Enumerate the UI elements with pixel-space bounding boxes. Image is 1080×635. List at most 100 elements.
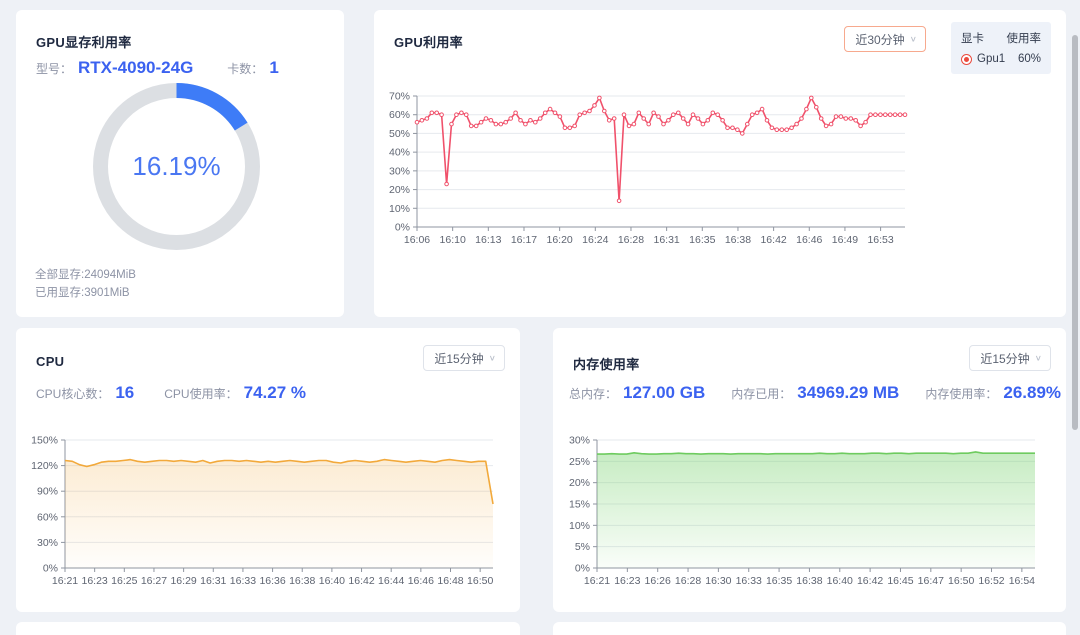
svg-text:30%: 30% xyxy=(569,435,590,447)
gpu-model-label: 型号： xyxy=(36,62,73,76)
memory-range-dropdown[interactable]: 近15分钟 ∨ xyxy=(969,345,1051,371)
legend-col-card: 显卡 xyxy=(961,33,984,45)
svg-text:10%: 10% xyxy=(569,520,590,532)
memory-used-label: 内存已用： xyxy=(731,387,792,401)
svg-text:16:33: 16:33 xyxy=(736,575,762,587)
memory-used-value: 34969.29 MB xyxy=(797,383,900,402)
svg-text:16:21: 16:21 xyxy=(52,575,78,587)
vertical-scrollbar[interactable] xyxy=(1072,35,1078,430)
svg-text:16:42: 16:42 xyxy=(760,234,786,246)
svg-text:16:30: 16:30 xyxy=(705,575,731,587)
svg-text:16:50: 16:50 xyxy=(467,575,493,587)
panel-cpu: CPU 近15分钟 ∨ CPU核心数： 16 CPU使用率： 74.27 % 0… xyxy=(16,328,520,612)
svg-text:16:13: 16:13 xyxy=(475,234,501,246)
memory-area-chart: 0% 5% 10% 15% 20% 25% 30% 16:21 16:23 16:26 16:28 1… xyxy=(569,435,1035,588)
svg-text:70%: 70% xyxy=(389,91,410,103)
svg-text:20%: 20% xyxy=(569,477,590,489)
svg-text:16:49: 16:49 xyxy=(832,234,858,246)
svg-text:0%: 0% xyxy=(43,563,58,575)
svg-text:16:31: 16:31 xyxy=(653,234,679,246)
svg-text:90%: 90% xyxy=(37,486,58,498)
gpu-card-count-label: 卡数： xyxy=(227,62,264,76)
svg-text:60%: 60% xyxy=(389,109,410,121)
svg-text:16:38: 16:38 xyxy=(725,234,751,246)
gpu-total-memory: 全部显存:24094MiB xyxy=(35,269,136,281)
panel-partial-bottom-right xyxy=(553,622,1066,635)
cpu-range-value: 近15分钟 xyxy=(434,351,484,366)
svg-text:16:21: 16:21 xyxy=(584,575,610,587)
gpu-util-legend: 显卡 使用率 Gpu1 60% xyxy=(951,22,1051,74)
svg-text:16:46: 16:46 xyxy=(796,234,822,246)
gpu-used-memory: 已用显存:3901MiB xyxy=(35,287,130,299)
svg-text:16:06: 16:06 xyxy=(404,234,430,246)
chevron-down-icon: ∨ xyxy=(909,34,917,44)
svg-text:15%: 15% xyxy=(569,499,590,511)
gpu-util-range-value: 近30分钟 xyxy=(855,32,905,47)
cpu-usage-label: CPU使用率： xyxy=(164,387,238,401)
svg-text:16:38: 16:38 xyxy=(796,575,822,587)
svg-text:30%: 30% xyxy=(389,165,410,177)
cpu-usage-value: 74.27 % xyxy=(243,383,306,402)
svg-text:16:35: 16:35 xyxy=(689,234,715,246)
svg-text:16:40: 16:40 xyxy=(827,575,853,587)
svg-text:16:38: 16:38 xyxy=(289,575,315,587)
memory-title: 内存使用率 xyxy=(573,357,640,372)
svg-text:16:31: 16:31 xyxy=(200,575,226,587)
svg-text:16:10: 16:10 xyxy=(440,234,466,246)
svg-text:16:29: 16:29 xyxy=(170,575,196,587)
panel-memory: 内存使用率 近15分钟 ∨ 总内存： 127.00 GB 内存已用： 34969… xyxy=(553,328,1066,612)
gpu-memory-donut-chart: 16.19% xyxy=(79,69,274,264)
svg-text:16:33: 16:33 xyxy=(230,575,256,587)
cpu-area-chart: 0%30%60%90%120%150%16:21 16:23 16:25 16:27 1… xyxy=(31,435,494,587)
svg-text:16:36: 16:36 xyxy=(259,575,285,587)
panel-partial-bottom-left xyxy=(16,622,520,635)
svg-text:60%: 60% xyxy=(37,511,58,523)
svg-text:16:28: 16:28 xyxy=(675,575,701,587)
gpu-model-value: RTX-4090-24G xyxy=(78,58,194,77)
svg-text:16:52: 16:52 xyxy=(978,575,1004,587)
radio-icon[interactable] xyxy=(961,53,972,65)
svg-text:16:42: 16:42 xyxy=(348,575,374,587)
svg-text:16:42: 16:42 xyxy=(857,575,883,587)
svg-text:16:50: 16:50 xyxy=(948,575,974,587)
svg-text:16:54: 16:54 xyxy=(1009,575,1035,587)
gpu-card-count-value: 1 xyxy=(269,58,279,77)
svg-text:30%: 30% xyxy=(37,537,58,549)
svg-text:120%: 120% xyxy=(31,460,58,472)
gpu-util-range-dropdown[interactable]: 近30分钟 ∨ xyxy=(844,26,926,52)
svg-text:16:40: 16:40 xyxy=(319,575,345,587)
chevron-down-icon: ∨ xyxy=(1034,353,1042,363)
legend-row-gpu1[interactable]: Gpu1 60% xyxy=(961,53,1041,65)
gpu-util-line-chart: 0% 10% 20% 30% 40% 50% 60% 70% 16:06 16:10 16:13 16… xyxy=(389,91,908,246)
legend-gpu-usage: 60% xyxy=(1017,53,1041,65)
svg-text:40%: 40% xyxy=(389,147,410,159)
svg-text:5%: 5% xyxy=(575,541,590,553)
cpu-cores-label: CPU核心数： xyxy=(36,387,110,401)
chevron-down-icon: ∨ xyxy=(488,353,496,363)
cpu-cores-value: 16 xyxy=(115,383,135,402)
legend-gpu-name: Gpu1 xyxy=(977,53,1006,65)
svg-text:25%: 25% xyxy=(569,456,590,468)
panel-gpu-memory: GPU显存利用率 型号： RTX-4090-24G 卡数： 1 16.19% 全… xyxy=(16,10,344,317)
memory-total-value: 127.00 GB xyxy=(623,383,706,402)
svg-text:16:20: 16:20 xyxy=(547,234,573,246)
svg-text:16:27: 16:27 xyxy=(141,575,167,587)
svg-text:16:24: 16:24 xyxy=(582,234,608,246)
svg-text:20%: 20% xyxy=(389,184,410,196)
cpu-range-dropdown[interactable]: 近15分钟 ∨ xyxy=(423,345,505,371)
svg-text:150%: 150% xyxy=(31,435,58,447)
memory-usage-label: 内存使用率： xyxy=(925,387,998,401)
legend-col-usage: 使用率 xyxy=(1006,33,1042,45)
cpu-title: CPU xyxy=(36,354,65,369)
svg-text:16:35: 16:35 xyxy=(766,575,792,587)
svg-text:16:47: 16:47 xyxy=(918,575,944,587)
panel-gpu-util: GPU利用率 近30分钟 ∨ 显卡 使用率 Gpu1 60% 0% 10% 20% 3… xyxy=(374,10,1066,317)
svg-text:16:53: 16:53 xyxy=(867,234,893,246)
gpu-util-title: GPU利用率 xyxy=(394,35,463,50)
gpu-memory-percent: 16.19% xyxy=(132,151,221,181)
svg-text:50%: 50% xyxy=(389,128,410,140)
svg-text:0%: 0% xyxy=(395,222,410,234)
svg-text:16:17: 16:17 xyxy=(511,234,537,246)
svg-text:10%: 10% xyxy=(389,203,410,215)
svg-text:16:44: 16:44 xyxy=(378,575,404,587)
